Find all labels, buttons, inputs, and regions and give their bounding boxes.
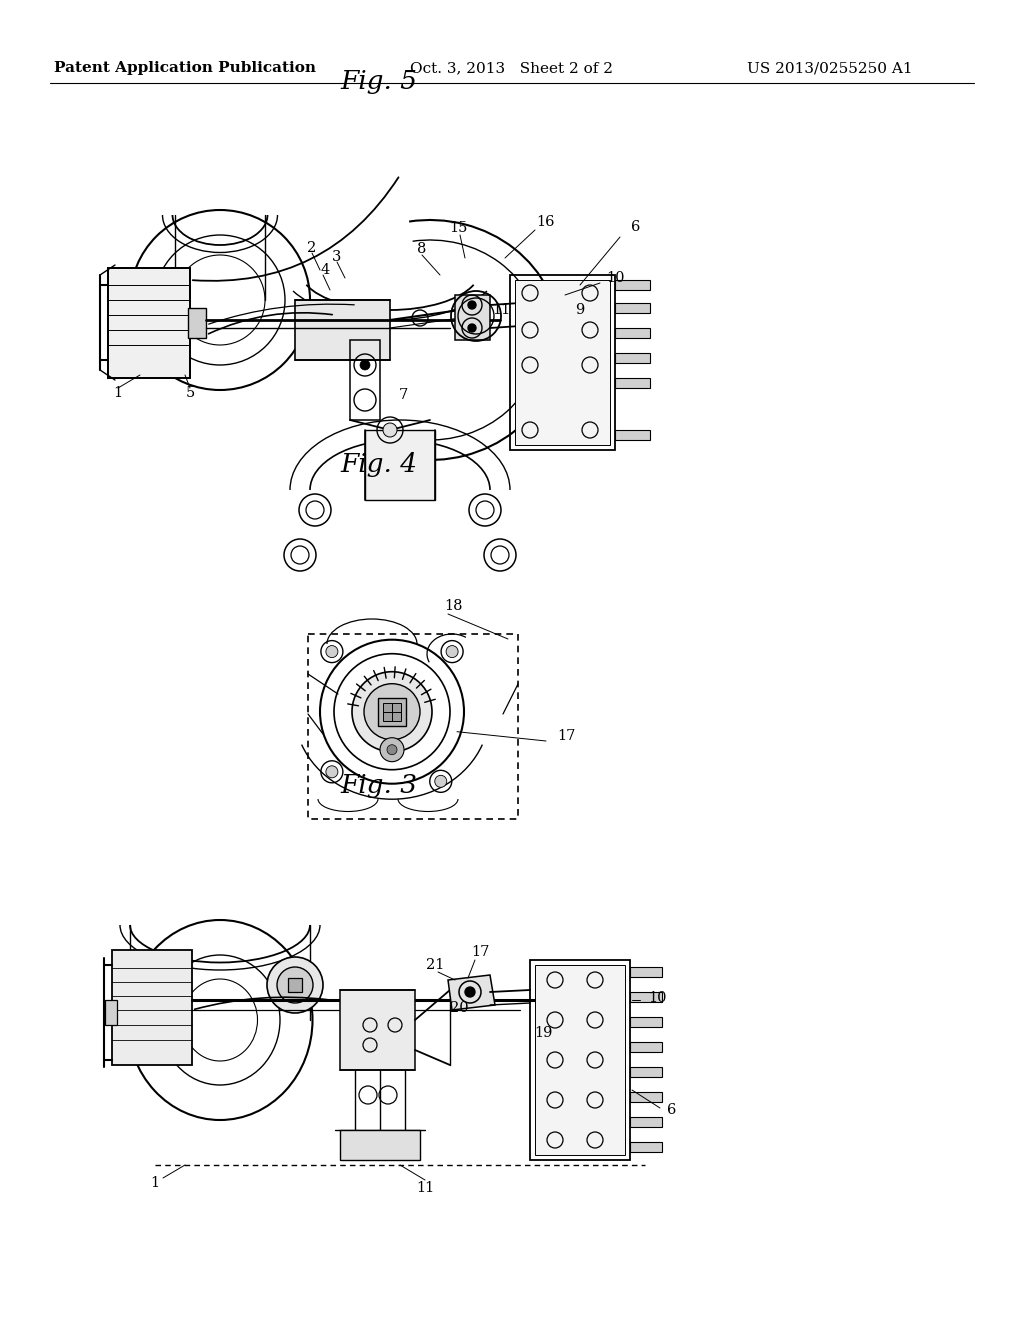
Text: 21: 21 xyxy=(426,958,444,972)
Circle shape xyxy=(468,323,476,333)
Text: Patent Application Publication: Patent Application Publication xyxy=(54,61,316,75)
Bar xyxy=(108,268,190,378)
Circle shape xyxy=(267,957,323,1012)
Bar xyxy=(630,1117,662,1127)
Bar xyxy=(288,978,302,993)
Text: 11: 11 xyxy=(416,1181,434,1195)
Bar xyxy=(630,1092,662,1102)
Bar xyxy=(630,968,662,977)
Bar xyxy=(340,990,415,1071)
Circle shape xyxy=(360,360,370,370)
Text: 17: 17 xyxy=(471,945,489,960)
Text: 4: 4 xyxy=(321,263,330,277)
Bar xyxy=(615,430,650,440)
Bar xyxy=(615,327,650,338)
Bar xyxy=(383,702,401,721)
Text: 20: 20 xyxy=(450,1001,468,1015)
Text: 19: 19 xyxy=(534,1026,552,1040)
Circle shape xyxy=(468,301,476,309)
Bar xyxy=(365,430,435,500)
Bar xyxy=(295,300,390,360)
Bar xyxy=(308,634,518,818)
Text: 7: 7 xyxy=(398,388,408,403)
Text: 11: 11 xyxy=(492,304,510,317)
Text: 18: 18 xyxy=(443,599,462,612)
Circle shape xyxy=(352,672,432,751)
Bar xyxy=(108,268,190,378)
Circle shape xyxy=(465,987,475,997)
Bar xyxy=(350,341,380,420)
Bar xyxy=(378,698,406,726)
Bar xyxy=(615,378,650,388)
Circle shape xyxy=(435,775,446,787)
Circle shape xyxy=(387,744,397,755)
Text: 2: 2 xyxy=(307,242,316,255)
Text: 3: 3 xyxy=(333,249,342,264)
Bar xyxy=(510,275,615,450)
Text: Fig. 3: Fig. 3 xyxy=(340,774,418,797)
Text: 10: 10 xyxy=(607,271,626,285)
Circle shape xyxy=(326,766,338,777)
Text: 16: 16 xyxy=(537,215,555,228)
Text: 5: 5 xyxy=(185,385,195,400)
Bar xyxy=(630,1067,662,1077)
Circle shape xyxy=(326,645,338,657)
Text: US 2013/0255250 A1: US 2013/0255250 A1 xyxy=(748,61,912,75)
Text: 17: 17 xyxy=(557,729,575,743)
Bar xyxy=(615,280,650,290)
Circle shape xyxy=(446,645,458,657)
Bar xyxy=(340,1130,420,1160)
Text: Fig. 4: Fig. 4 xyxy=(340,453,418,477)
Bar xyxy=(630,1041,662,1052)
Text: 6: 6 xyxy=(668,1104,677,1117)
Text: Oct. 3, 2013   Sheet 2 of 2: Oct. 3, 2013 Sheet 2 of 2 xyxy=(411,61,613,75)
Bar xyxy=(188,308,206,338)
Bar xyxy=(615,304,650,313)
Text: 10: 10 xyxy=(648,991,667,1005)
Text: 1: 1 xyxy=(114,385,123,400)
Circle shape xyxy=(364,684,420,739)
Bar xyxy=(630,1142,662,1152)
Bar xyxy=(530,960,630,1160)
Text: Fig. 5: Fig. 5 xyxy=(340,70,418,94)
Polygon shape xyxy=(455,294,490,341)
Circle shape xyxy=(383,422,397,437)
Text: 6: 6 xyxy=(632,220,641,234)
Bar xyxy=(112,950,193,1065)
Bar xyxy=(515,280,610,445)
Text: 8: 8 xyxy=(418,242,427,256)
Circle shape xyxy=(380,738,404,762)
Polygon shape xyxy=(449,975,495,1010)
Bar xyxy=(630,1016,662,1027)
Bar xyxy=(630,993,662,1002)
Text: 9: 9 xyxy=(575,304,585,317)
Bar xyxy=(105,1001,117,1026)
Text: 1: 1 xyxy=(151,1176,160,1191)
Text: 15: 15 xyxy=(449,220,467,235)
Bar xyxy=(535,965,625,1155)
Bar xyxy=(615,352,650,363)
Circle shape xyxy=(278,968,313,1003)
